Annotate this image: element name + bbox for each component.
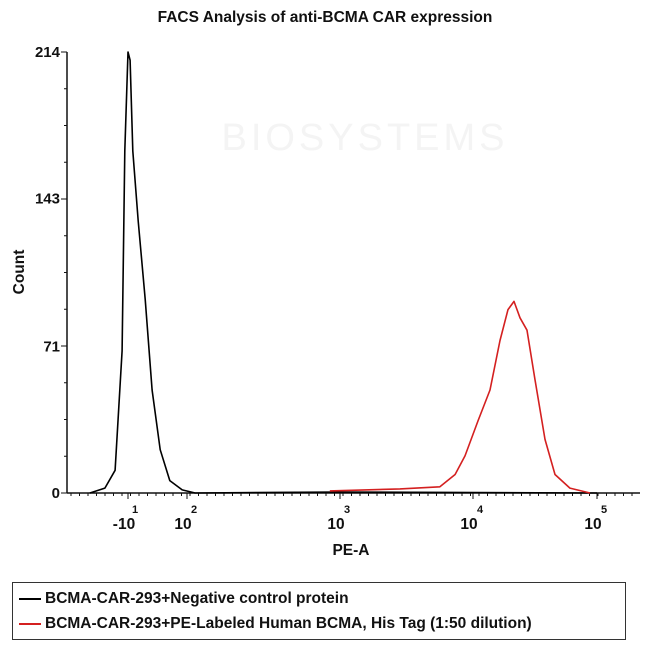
x-tick-exponent: 4 — [477, 504, 484, 516]
legend-swatch-red — [19, 623, 41, 625]
histogram-chart: FACS Analysis of anti-BCMA CAR expressio… — [11, 9, 640, 559]
y-tick-label: 0 — [52, 485, 60, 502]
legend-label: BCMA-CAR-293+PE-Labeled Human BCMA, His … — [45, 615, 532, 632]
x-tick-label: 10 — [460, 516, 477, 533]
x-axis-label: PE-A — [332, 542, 369, 559]
chart-title: FACS Analysis of anti-BCMA CAR expressio… — [158, 9, 493, 26]
y-tick-label: 143 — [35, 190, 60, 207]
x-tick-exponent: 3 — [344, 504, 350, 516]
series-line-1 — [329, 300, 591, 494]
series-line-0 — [89, 51, 598, 494]
x-tick-label: -10 — [113, 516, 135, 533]
legend-item-negative-control: BCMA-CAR-293+Negative control protein — [19, 590, 349, 608]
x-tick-label: 10 — [327, 516, 344, 533]
watermark: BIOSYSTEMS — [221, 117, 508, 159]
legend-swatch-black — [19, 598, 41, 600]
y-axis-label: Count — [11, 250, 28, 295]
legend: BCMA-CAR-293+Negative control protein BC… — [12, 582, 626, 640]
x-tick-label: 10 — [174, 516, 191, 533]
legend-item-pe-bcma: BCMA-CAR-293+PE-Labeled Human BCMA, His … — [19, 615, 532, 633]
y-tick-label: 214 — [35, 44, 61, 61]
y-tick-label: 71 — [43, 339, 60, 356]
legend-label: BCMA-CAR-293+Negative control protein — [45, 590, 349, 607]
x-tick-exponent: 5 — [601, 504, 607, 516]
x-tick-exponent: 2 — [191, 504, 197, 516]
x-tick-exponent: 1 — [132, 504, 138, 516]
x-tick-label: 10 — [584, 516, 601, 533]
